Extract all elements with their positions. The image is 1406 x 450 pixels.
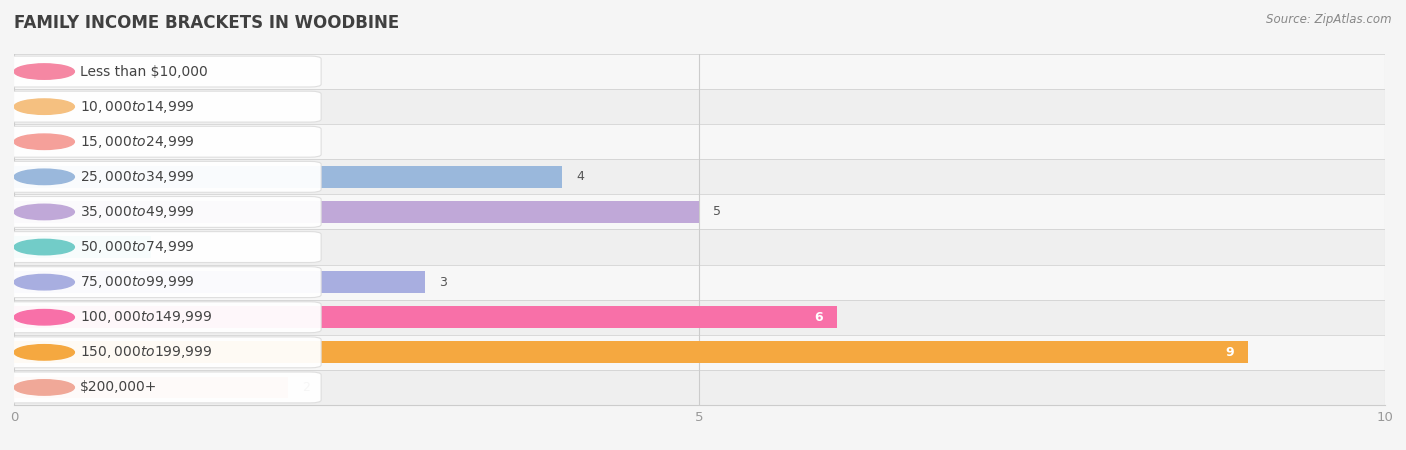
Text: Less than $10,000: Less than $10,000	[80, 64, 208, 79]
Text: FAMILY INCOME BRACKETS IN WOODBINE: FAMILY INCOME BRACKETS IN WOODBINE	[14, 14, 399, 32]
FancyBboxPatch shape	[4, 337, 321, 368]
Circle shape	[14, 274, 75, 290]
Text: $150,000 to $199,999: $150,000 to $199,999	[80, 344, 212, 360]
Bar	[14, 124, 1385, 159]
Text: 5: 5	[713, 206, 721, 218]
Text: $15,000 to $24,999: $15,000 to $24,999	[80, 134, 194, 150]
Bar	[14, 159, 1385, 194]
Bar	[14, 265, 1385, 300]
Text: Source: ZipAtlas.com: Source: ZipAtlas.com	[1267, 14, 1392, 27]
Circle shape	[14, 64, 75, 79]
Text: 0: 0	[28, 65, 35, 78]
Text: 3: 3	[439, 276, 447, 288]
Bar	[14, 201, 700, 223]
FancyBboxPatch shape	[4, 372, 321, 403]
Circle shape	[14, 345, 75, 360]
Text: $100,000 to $149,999: $100,000 to $149,999	[80, 309, 212, 325]
Text: $50,000 to $74,999: $50,000 to $74,999	[80, 239, 194, 255]
Circle shape	[14, 310, 75, 325]
Bar	[14, 335, 1385, 370]
FancyBboxPatch shape	[4, 302, 321, 333]
FancyBboxPatch shape	[4, 267, 321, 297]
Circle shape	[14, 380, 75, 395]
Text: 2: 2	[302, 381, 309, 394]
Bar	[14, 377, 288, 398]
Text: 0: 0	[28, 135, 35, 148]
FancyBboxPatch shape	[4, 126, 321, 157]
Text: 9: 9	[1226, 346, 1234, 359]
FancyBboxPatch shape	[4, 232, 321, 262]
Bar	[14, 89, 1385, 124]
Text: $25,000 to $34,999: $25,000 to $34,999	[80, 169, 194, 185]
Text: 6: 6	[814, 311, 823, 324]
Bar	[14, 166, 562, 188]
Text: $35,000 to $49,999: $35,000 to $49,999	[80, 204, 194, 220]
Circle shape	[14, 169, 75, 184]
Bar	[14, 370, 1385, 405]
Bar	[14, 306, 837, 328]
Circle shape	[14, 99, 75, 114]
Bar	[14, 194, 1385, 230]
Bar	[14, 236, 152, 258]
FancyBboxPatch shape	[4, 91, 321, 122]
Text: $200,000+: $200,000+	[80, 380, 157, 395]
Text: 0: 0	[28, 100, 35, 113]
Bar	[14, 271, 425, 293]
Circle shape	[14, 204, 75, 220]
Text: 1: 1	[165, 241, 173, 253]
Circle shape	[14, 134, 75, 149]
Text: $10,000 to $14,999: $10,000 to $14,999	[80, 99, 194, 115]
Bar	[14, 54, 1385, 89]
Bar	[14, 230, 1385, 265]
FancyBboxPatch shape	[4, 56, 321, 87]
Text: $75,000 to $99,999: $75,000 to $99,999	[80, 274, 194, 290]
FancyBboxPatch shape	[4, 162, 321, 192]
Bar	[14, 342, 1249, 363]
Bar	[14, 300, 1385, 335]
Circle shape	[14, 239, 75, 255]
FancyBboxPatch shape	[4, 197, 321, 227]
Text: 4: 4	[576, 171, 583, 183]
